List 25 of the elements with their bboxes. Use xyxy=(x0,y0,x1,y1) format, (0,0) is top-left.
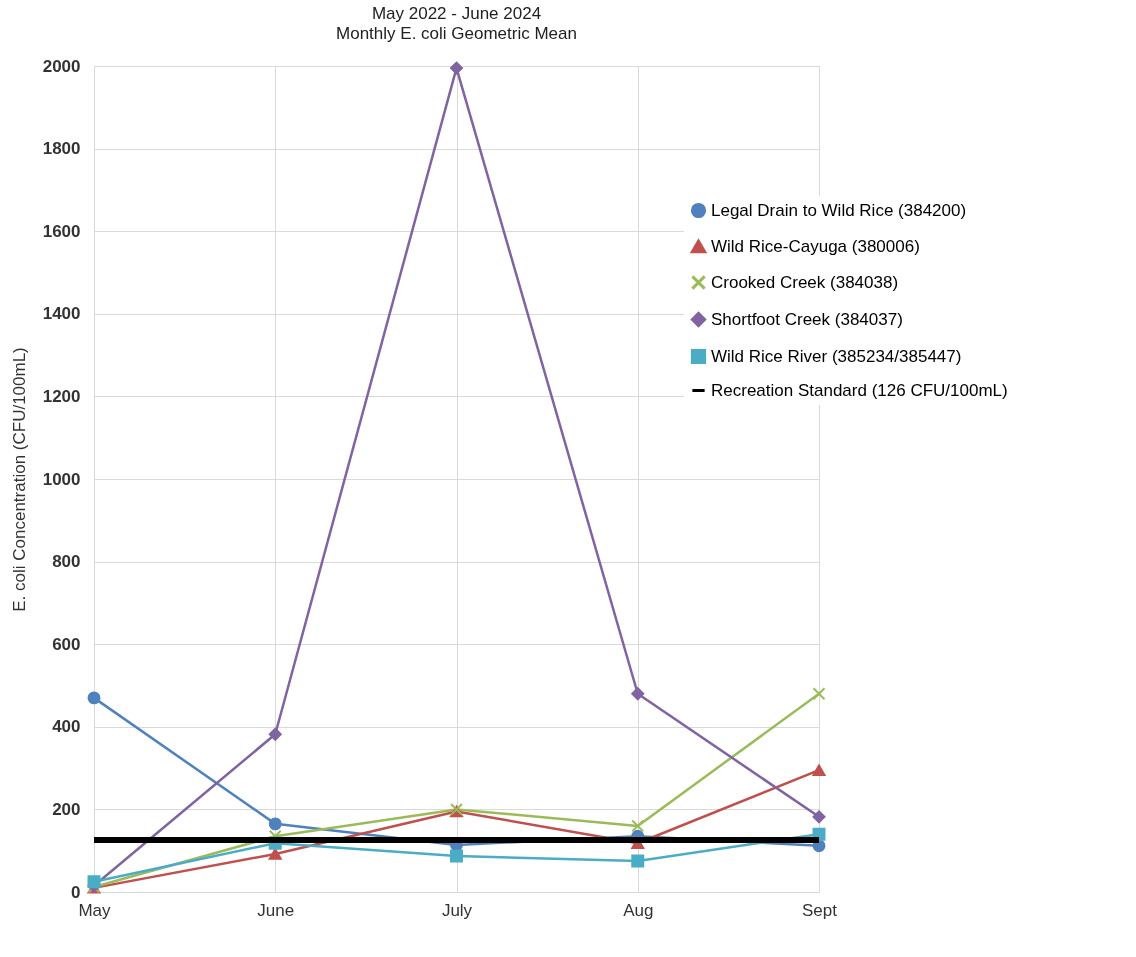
y-tick-label: 1800 xyxy=(42,139,81,159)
y-tick-label: 1000 xyxy=(42,469,81,489)
x-tick-label: June xyxy=(257,900,295,920)
y-tick-label: 600 xyxy=(52,634,81,654)
legend-label: Wild Rice-Cayuga (380006) xyxy=(711,236,920,256)
y-tick-label: 1400 xyxy=(42,304,81,324)
legend-label: Wild Rice River (385234/385447) xyxy=(711,346,962,366)
x-tick-label: July xyxy=(441,900,473,920)
legend-label: Recreation Standard (126 CFU/100mL) xyxy=(711,380,1008,400)
legend-label: Shortfoot Creek (384037) xyxy=(711,309,903,329)
y-tick-label: 1200 xyxy=(42,386,81,406)
y-tick-label: 400 xyxy=(52,717,81,737)
x-tick-label: May xyxy=(78,900,112,920)
legend-label: Crooked Creek (384038) xyxy=(711,272,899,292)
chart-subtitle: Monthly E. coli Geometric Mean xyxy=(336,24,577,43)
x-tick-label: Sept xyxy=(802,900,838,920)
y-tick-label: 800 xyxy=(52,552,81,572)
y-tick-label: 200 xyxy=(52,799,81,819)
legend-label: Legal Drain to Wild Rice (384200) xyxy=(711,200,967,220)
x-tick-label: Aug xyxy=(623,900,654,920)
y-axis-title: E. coli Concentration (CFU/100mL) xyxy=(9,347,29,612)
y-tick-label: 1600 xyxy=(42,221,81,241)
y-tick-label: 2000 xyxy=(42,56,81,76)
y-tick-label: 0 xyxy=(71,882,81,902)
chart-title: May 2022 - June 2024 xyxy=(371,4,542,23)
